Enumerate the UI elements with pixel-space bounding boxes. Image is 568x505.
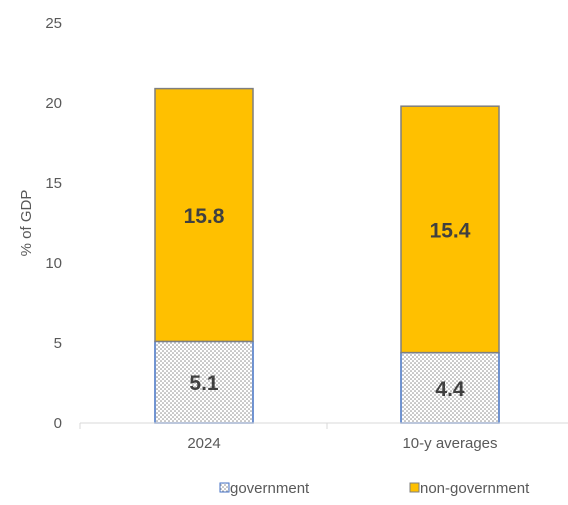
y-tick-label: 5: [54, 335, 62, 352]
y-tick-label: 0: [54, 415, 62, 432]
data-labels: 5.1 15.8 4.4 15.4: [184, 205, 471, 401]
data-label: 15.4: [430, 219, 471, 242]
y-axis-label: % of GDP: [18, 190, 35, 257]
x-axis: 2024 10-y averages: [79, 422, 568, 452]
x-tick-label: 2024: [187, 435, 220, 452]
bar-non-government-1: [400, 105, 500, 354]
legend-swatch-government: [219, 482, 230, 493]
bars: [154, 87, 500, 424]
bar-non-government-0: [154, 87, 254, 343]
x-tick-label: 10-y averages: [402, 435, 497, 452]
data-label: 15.8: [184, 205, 225, 228]
y-tick-label: 15: [45, 175, 62, 192]
data-label: 4.4: [435, 378, 465, 401]
bar-government-0: [154, 340, 254, 424]
y-axis-ticks: 0 5 10 15 20 25: [45, 15, 62, 432]
y-tick-label: 10: [45, 255, 62, 272]
legend-label-non-government: non-government: [420, 480, 530, 497]
legend: government non-government: [219, 480, 530, 497]
y-tick-label: 20: [45, 95, 62, 112]
data-label: 5.1: [189, 372, 219, 395]
y-tick-label: 25: [45, 15, 62, 32]
legend-swatch-non-government: [409, 482, 420, 493]
legend-label-government: government: [230, 480, 310, 497]
